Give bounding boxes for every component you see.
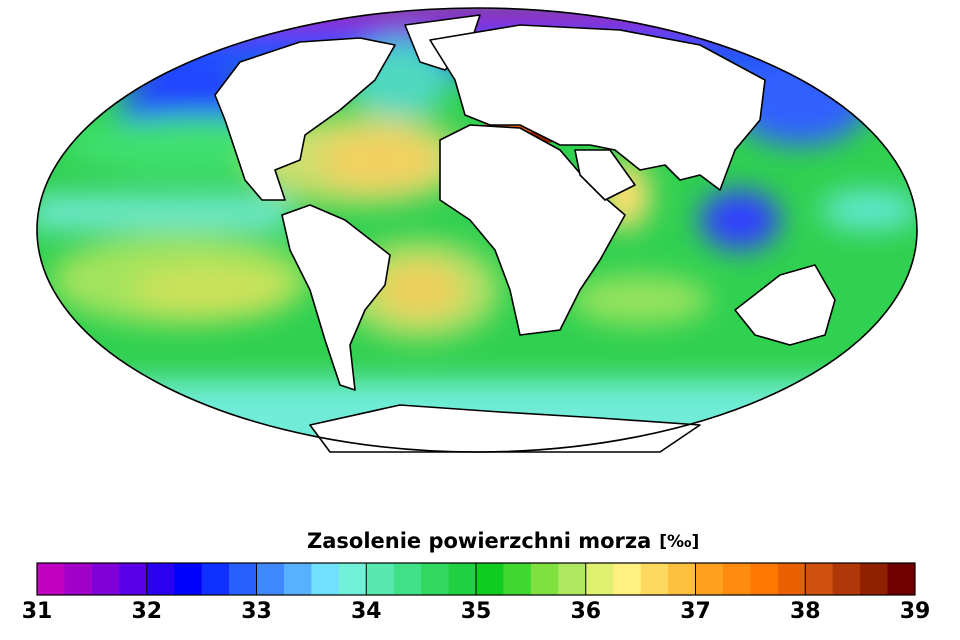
colorbar-segment bbox=[832, 563, 861, 595]
colorbar-tick-label: 31 bbox=[22, 599, 53, 624]
continents bbox=[214, 14, 836, 453]
colorbar-segment bbox=[887, 563, 916, 595]
colorbar-segment bbox=[750, 563, 779, 595]
colorbar-segment bbox=[722, 563, 751, 595]
antarctica bbox=[309, 404, 701, 453]
colorbar-segment bbox=[640, 563, 669, 595]
colorbar-segment bbox=[91, 563, 120, 595]
colorbar-segment bbox=[805, 563, 834, 595]
colorbar-segment bbox=[146, 563, 175, 595]
colorbar-segment bbox=[311, 563, 340, 595]
colorbar-segment bbox=[229, 563, 257, 595]
colorbar-tick-label: 34 bbox=[351, 599, 382, 624]
colorbar-segment bbox=[174, 563, 203, 595]
colorbar-unit: [‰] bbox=[659, 532, 699, 552]
colorbar-segment bbox=[530, 563, 559, 595]
map-border bbox=[36, 7, 918, 453]
colorbar-segment bbox=[503, 563, 532, 595]
colorbar-tick-label: 33 bbox=[241, 599, 272, 624]
colorbar: Zasolenie powierzchni morza [‰] 31 32 33 34… bbox=[22, 529, 931, 624]
colorbar-segment bbox=[338, 563, 367, 595]
colorbar-segment bbox=[448, 563, 477, 595]
colorbar-segment bbox=[37, 563, 65, 595]
colorbar-segment bbox=[119, 563, 148, 595]
eurasia bbox=[429, 24, 766, 191]
colorbar-segment bbox=[64, 563, 93, 595]
colorbar-segment bbox=[283, 563, 312, 595]
colorbar-segment bbox=[393, 563, 422, 595]
colorbar-segment bbox=[476, 563, 504, 595]
south-america bbox=[281, 204, 391, 391]
north-america bbox=[214, 37, 396, 201]
colorbar-tick-label: 39 bbox=[900, 599, 931, 624]
colorbar-segment bbox=[421, 563, 450, 595]
australia bbox=[734, 264, 836, 346]
africa bbox=[439, 124, 626, 336]
colorbar-segment bbox=[695, 563, 724, 595]
colorbar-title: Zasolenie powierzchni morza bbox=[307, 529, 651, 553]
colorbar-segment bbox=[366, 563, 395, 595]
colorbar-segment bbox=[201, 563, 230, 595]
arabia bbox=[574, 149, 636, 201]
colorbar-tick-label: 36 bbox=[570, 599, 601, 624]
colorbar-segment bbox=[860, 563, 889, 595]
colorbar-tick-label: 32 bbox=[131, 599, 162, 624]
colorbar-segment bbox=[668, 563, 696, 595]
colorbar-segment bbox=[777, 563, 806, 595]
colorbar-tick-label: 38 bbox=[790, 599, 821, 624]
colorbar-tick-label: 35 bbox=[461, 599, 492, 624]
colorbar-segment bbox=[613, 563, 642, 595]
colorbar-tick-label: 37 bbox=[680, 599, 711, 624]
world-map bbox=[36, 7, 918, 453]
colorbar-segment bbox=[256, 563, 285, 595]
colorbar-segment bbox=[585, 563, 614, 595]
colorbar-segment bbox=[558, 563, 587, 595]
